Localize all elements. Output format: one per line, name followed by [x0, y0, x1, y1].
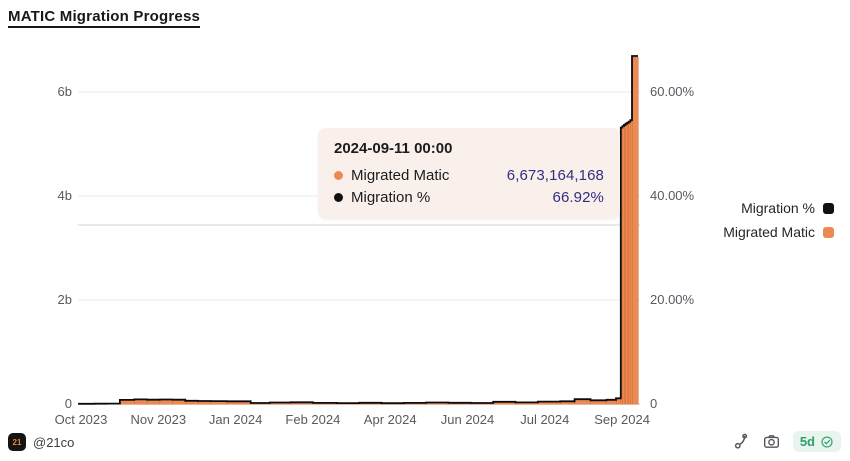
chart-legend: Migration % Migrated Matic — [723, 200, 834, 240]
y-axis-right-tick: 40.00% — [650, 188, 695, 203]
tooltip-date: 2024-09-11 00:00 — [334, 140, 453, 157]
x-axis-tick: Feb 2024 — [285, 412, 341, 427]
legend-label: Migration % — [741, 200, 815, 216]
y-axis-right-tick: 0 — [650, 396, 658, 411]
legend-label: Migrated Matic — [723, 224, 815, 240]
series-dot-icon — [334, 171, 343, 180]
migration-line — [78, 55, 638, 405]
series-dot-icon — [334, 193, 343, 202]
tooltip-series-label: Migration % — [351, 189, 431, 206]
x-axis-tick: Sep 2024 — [594, 412, 650, 427]
x-axis-tick: Jul 2024 — [520, 412, 570, 427]
tooltip-series-value: 66.92% — [552, 189, 604, 206]
tooltip-row: Migration % 66.92% — [334, 189, 604, 206]
legend-item-migrated-matic[interactable]: Migrated Matic — [723, 224, 834, 240]
data-freshness-badge[interactable]: 5d — [792, 431, 841, 452]
x-axis-tick: Oct 2023 — [54, 412, 108, 427]
y-axis-left-tick: 4b — [57, 188, 72, 203]
author-handle: @21co — [33, 434, 75, 450]
tooltip-row: Migrated Matic 6,673,164,168 — [334, 167, 604, 184]
y-axis-right-tick: 60.00% — [650, 84, 695, 99]
x-axis-tick: Jan 2024 — [208, 412, 263, 427]
author-avatar: 21 — [8, 433, 26, 451]
author-link[interactable]: 21 @21co — [8, 433, 74, 451]
y-axis-right-tick: 20.00% — [650, 292, 695, 307]
verified-check-icon — [821, 435, 833, 448]
camera-icon[interactable] — [763, 433, 780, 450]
tooltip-series-value: 6,673,164,168 — [506, 167, 604, 184]
y-axis-left-tick: 6b — [57, 84, 72, 99]
footer-actions: 5d — [733, 431, 841, 452]
hover-tooltip: 2024-09-11 00:00 Migrated Matic 6,673,164… — [318, 128, 620, 219]
x-axis-tick: Apr 2024 — [363, 412, 417, 427]
legend-swatch — [823, 226, 834, 238]
x-axis-tick: Nov 2023 — [130, 412, 187, 427]
tooltip-series-label: Migrated Matic — [351, 167, 450, 184]
fork-icon[interactable] — [733, 433, 750, 450]
migrated-matic-bars — [79, 56, 639, 405]
legend-swatch — [823, 202, 834, 214]
y-axis-left-tick: 2b — [57, 292, 72, 307]
x-axis-tick: Jun 2024 — [440, 412, 495, 427]
legend-item-migration[interactable]: Migration % — [741, 200, 834, 216]
y-axis-left-tick: 0 — [64, 396, 72, 411]
freshness-label: 5d — [799, 434, 815, 449]
page-title: MATIC Migration Progress — [8, 8, 201, 28]
